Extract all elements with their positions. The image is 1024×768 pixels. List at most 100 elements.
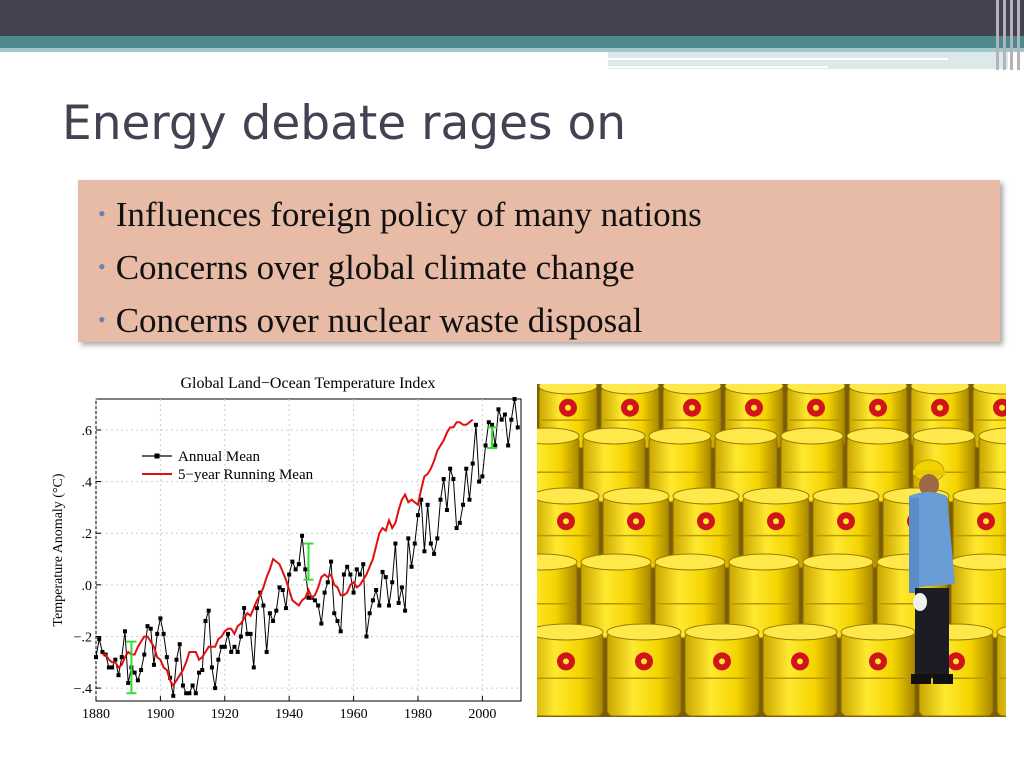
running-mean-line <box>102 418 474 688</box>
x-tick-label: 1960 <box>340 707 368 722</box>
barrel <box>728 553 800 639</box>
annual-mean-point <box>335 618 340 623</box>
y-tick-label: −.4 <box>74 682 92 697</box>
top-bar <box>0 0 1024 36</box>
annual-mean-point <box>486 420 491 425</box>
annual-mean-point <box>116 673 121 678</box>
annual-mean-point <box>296 562 301 567</box>
annual-mean-point <box>348 572 353 577</box>
annual-mean-point <box>94 655 98 660</box>
annual-mean-point <box>444 507 449 512</box>
annual-mean-point <box>451 477 456 482</box>
annual-mean-point <box>316 603 321 608</box>
slide-title: Energy debate rages on <box>62 96 626 151</box>
annual-mean-point <box>502 412 507 417</box>
barrel <box>600 384 660 449</box>
annual-mean-point <box>161 631 166 636</box>
barrel-group <box>537 384 1006 717</box>
x-tick-label: 1940 <box>275 707 303 722</box>
bullet-text: Concerns over global climate change <box>115 248 635 287</box>
annual-mean-point <box>261 603 266 608</box>
annual-mean-point <box>367 611 372 616</box>
barrel <box>714 427 778 503</box>
annual-mean-point <box>319 621 324 626</box>
annual-mean-point <box>377 603 382 608</box>
annual-mean-point <box>158 616 163 621</box>
annual-mean-point <box>110 665 115 670</box>
barrel <box>952 487 1006 569</box>
barrel <box>846 427 910 503</box>
annual-mean-point <box>370 598 375 603</box>
annual-mean-point <box>386 603 391 608</box>
annual-mean-point <box>106 665 111 670</box>
right-stripe <box>1017 0 1020 70</box>
annual-mean-point <box>390 580 395 585</box>
y-tick-label: .4 <box>82 476 93 491</box>
barrel <box>802 553 874 639</box>
annual-mean-point <box>122 629 127 634</box>
barrel <box>780 427 844 503</box>
annual-mean-point <box>245 631 250 636</box>
annual-mean-point <box>329 559 334 564</box>
barrel <box>537 553 578 639</box>
annual-mean-point <box>145 624 150 629</box>
right-stripe <box>1003 0 1006 70</box>
annual-mean-point <box>409 564 414 569</box>
barrel <box>762 623 838 717</box>
annual-mean-point <box>293 567 298 572</box>
annual-mean-point <box>509 417 514 422</box>
annual-mean-point <box>174 657 179 662</box>
legend: Annual Mean 5−year Running Mean <box>142 449 314 483</box>
annual-mean-point <box>345 564 350 569</box>
annual-mean-point <box>119 655 124 660</box>
bullet-box: • Influences foreign policy of many natio… <box>78 180 1000 342</box>
barrel <box>602 487 670 569</box>
annual-mean-point <box>251 665 256 670</box>
y-tick-label: −.2 <box>74 630 92 645</box>
annual-mean-point <box>216 657 221 662</box>
annual-mean-point <box>222 644 227 649</box>
annual-mean-point <box>325 580 330 585</box>
annual-mean-point <box>448 466 453 471</box>
annual-mean-point <box>206 608 211 613</box>
annual-mean-point <box>203 618 208 623</box>
bullet-text: Influences foreign policy of many nation… <box>115 195 702 234</box>
annual-mean-point <box>139 668 144 673</box>
barrel <box>812 487 880 569</box>
annual-mean-point <box>209 665 214 670</box>
annual-mean-point <box>190 683 195 688</box>
annual-mean-point <box>171 693 176 698</box>
barrel <box>672 487 740 569</box>
top-band <box>0 36 1024 48</box>
chart-title: Global Land−Ocean Temperature Index <box>180 375 435 392</box>
annual-mean-point <box>428 541 433 546</box>
bullet-dot-icon: • <box>98 254 106 279</box>
bullet-dot-icon: • <box>98 307 106 332</box>
annual-mean-point <box>441 477 446 482</box>
annual-mean-point <box>164 655 169 660</box>
barrel <box>654 553 726 639</box>
annual-mean-point <box>97 637 102 642</box>
temperature-chart: Global Land−Ocean Temperature Index .6 .4… <box>51 375 522 722</box>
annual-mean-point <box>393 541 398 546</box>
annual-mean-point <box>457 520 462 525</box>
worker-figure <box>909 459 955 684</box>
annual-mean-point <box>306 595 311 600</box>
annual-mean-point <box>338 629 343 634</box>
annual-mean-point <box>419 497 424 502</box>
annual-mean-point <box>499 417 504 422</box>
annual-mean-point <box>490 422 495 427</box>
barrel <box>537 623 604 717</box>
y-tick-label: .6 <box>82 424 93 439</box>
annual-mean-point <box>271 618 276 623</box>
annual-mean-point <box>151 662 156 667</box>
annual-mean-point <box>193 691 198 696</box>
annual-mean-point <box>496 407 501 412</box>
annual-mean-point <box>464 466 469 471</box>
legend-running-label: 5−year Running Mean <box>178 467 314 483</box>
annual-mean-point <box>126 680 131 685</box>
annual-mean-point <box>197 670 202 675</box>
annual-mean-point <box>300 533 305 538</box>
error-bars <box>126 426 498 695</box>
annual-mean-point <box>312 598 317 603</box>
